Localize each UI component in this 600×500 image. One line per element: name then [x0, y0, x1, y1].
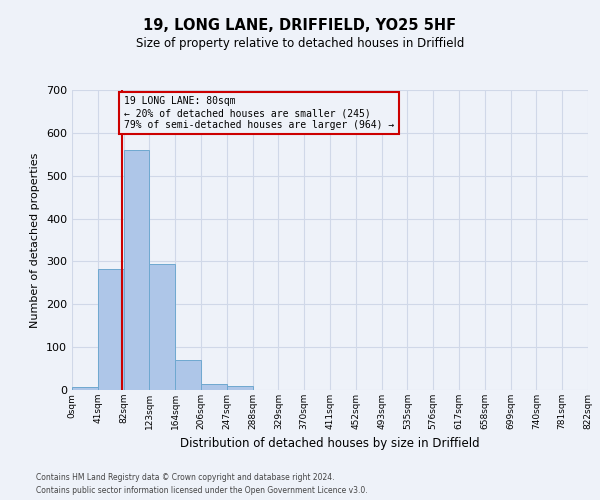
Text: Contains HM Land Registry data © Crown copyright and database right 2024.: Contains HM Land Registry data © Crown c…: [36, 474, 335, 482]
Text: 19, LONG LANE, DRIFFIELD, YO25 5HF: 19, LONG LANE, DRIFFIELD, YO25 5HF: [143, 18, 457, 32]
Bar: [149, 264, 175, 390]
Text: Size of property relative to detached houses in Driffield: Size of property relative to detached ho…: [136, 38, 464, 51]
Bar: [98, 268, 124, 390]
Bar: [124, 150, 149, 390]
Bar: [175, 360, 201, 390]
Text: 19 LONG LANE: 80sqm
← 20% of detached houses are smaller (245)
79% of semi-detac: 19 LONG LANE: 80sqm ← 20% of detached ho…: [124, 96, 394, 130]
Bar: [227, 386, 253, 390]
Text: Contains public sector information licensed under the Open Government Licence v3: Contains public sector information licen…: [36, 486, 368, 495]
Y-axis label: Number of detached properties: Number of detached properties: [31, 152, 40, 328]
X-axis label: Distribution of detached houses by size in Driffield: Distribution of detached houses by size …: [180, 438, 480, 450]
Bar: [72, 386, 98, 390]
Bar: [201, 384, 227, 390]
